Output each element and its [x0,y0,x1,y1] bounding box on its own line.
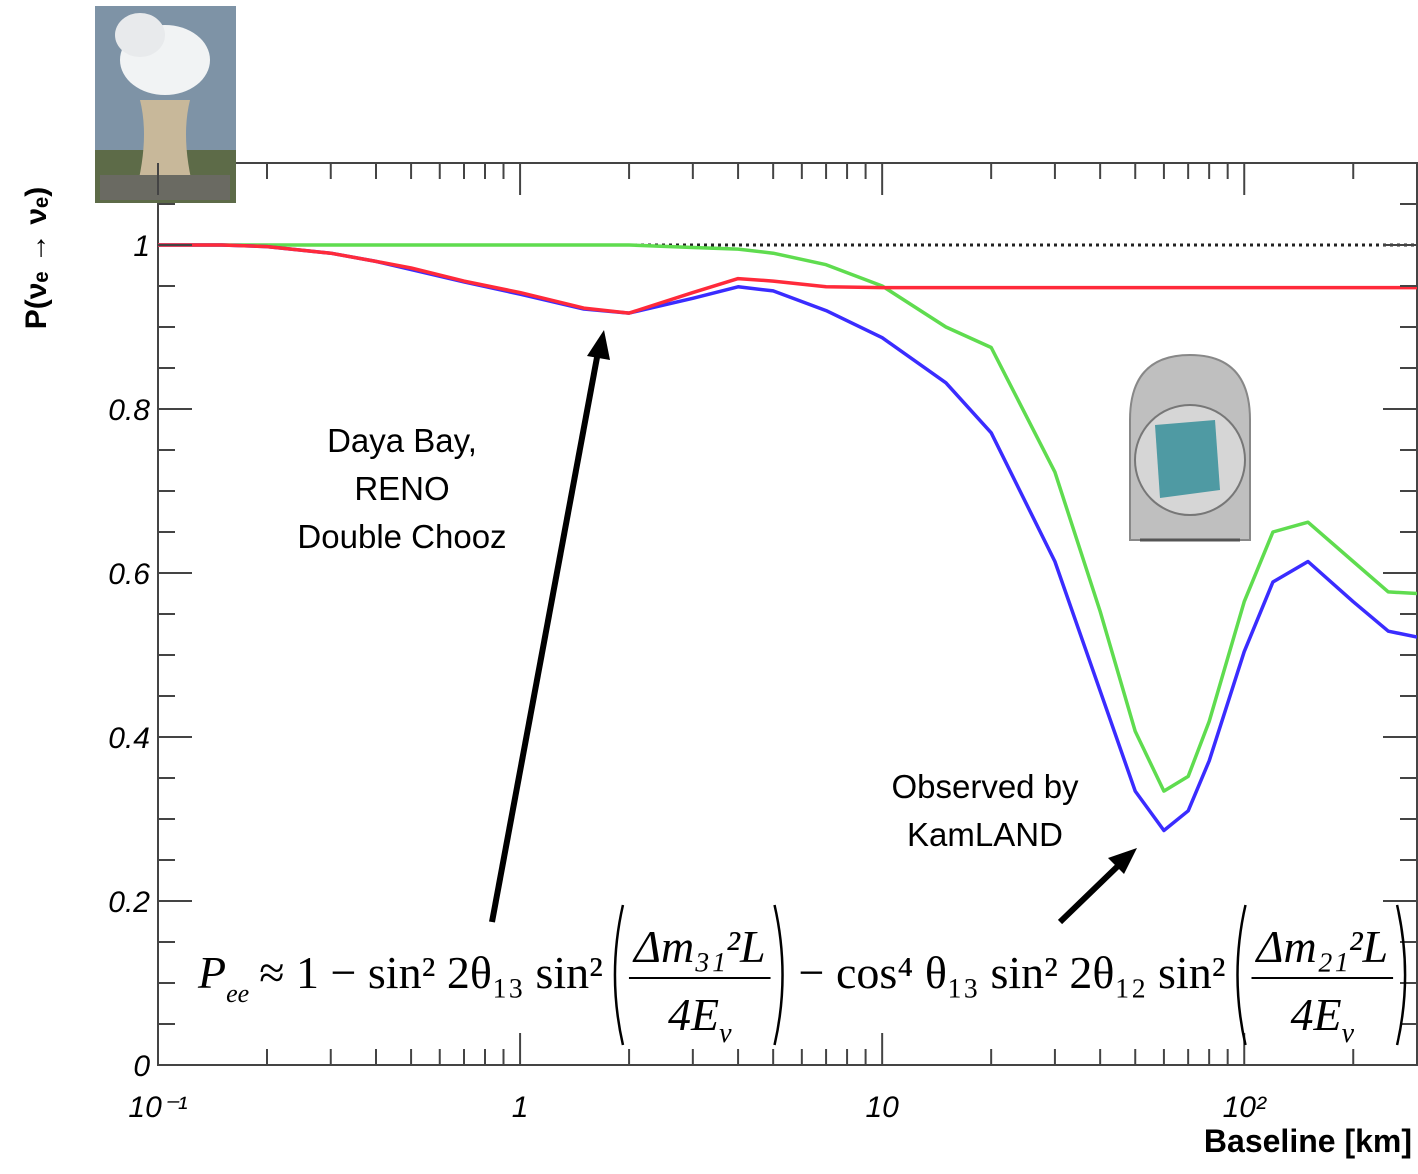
annotation: Daya Bay, [327,422,477,459]
formula-part: Δm₃₁²L [632,921,766,972]
formula-part: P [197,947,226,998]
formula-part: ν [719,1018,732,1049]
x-axis-label: Baseline [km] [1204,1123,1412,1159]
arrows [489,330,1137,925]
y-tick-label: 0.4 [108,722,150,755]
paren [613,904,625,1046]
formula-part: ≈ 1 − sin² 2θ₁₃ sin² [259,947,603,998]
x-tick-label: 10² [1223,1091,1267,1124]
series-line [158,243,1417,315]
formula-part: Δm₂₁²L [1255,921,1389,972]
y-tick-label: 0.6 [108,558,150,591]
formula-part: 4E [668,989,719,1040]
formula-part: − cos⁴ θ₁₃ sin² 2θ₁₂ sin² [799,947,1226,998]
plot-frame [157,162,1418,1066]
y-tick-label: 0.2 [108,886,150,919]
formula-part: 4E [1291,989,1342,1040]
paren [773,904,784,1046]
x-tick-label: 10⁻¹ [128,1091,187,1124]
x-tick-label: 1 [512,1091,529,1124]
x-tick-label: 10 [865,1091,899,1124]
annotation: Double Chooz [297,518,506,555]
paren [1395,904,1407,1046]
annotation: RENO [354,470,449,507]
y-tick-label: 0 [133,1050,150,1083]
y-axis-label: P(νₑ → νₑ) [20,187,53,330]
formula-part: ee [226,979,249,1008]
detector-image [1129,353,1251,542]
annotation: Observed by [891,768,1079,805]
curves [158,243,1417,833]
paren [1236,904,1247,1046]
y-tick-label: 0.8 [108,394,150,427]
formula-part: ν [1342,1018,1355,1049]
annotation: KamLAND [907,816,1063,853]
reactor-image [95,6,236,203]
y-tick-label: 1 [133,230,150,263]
